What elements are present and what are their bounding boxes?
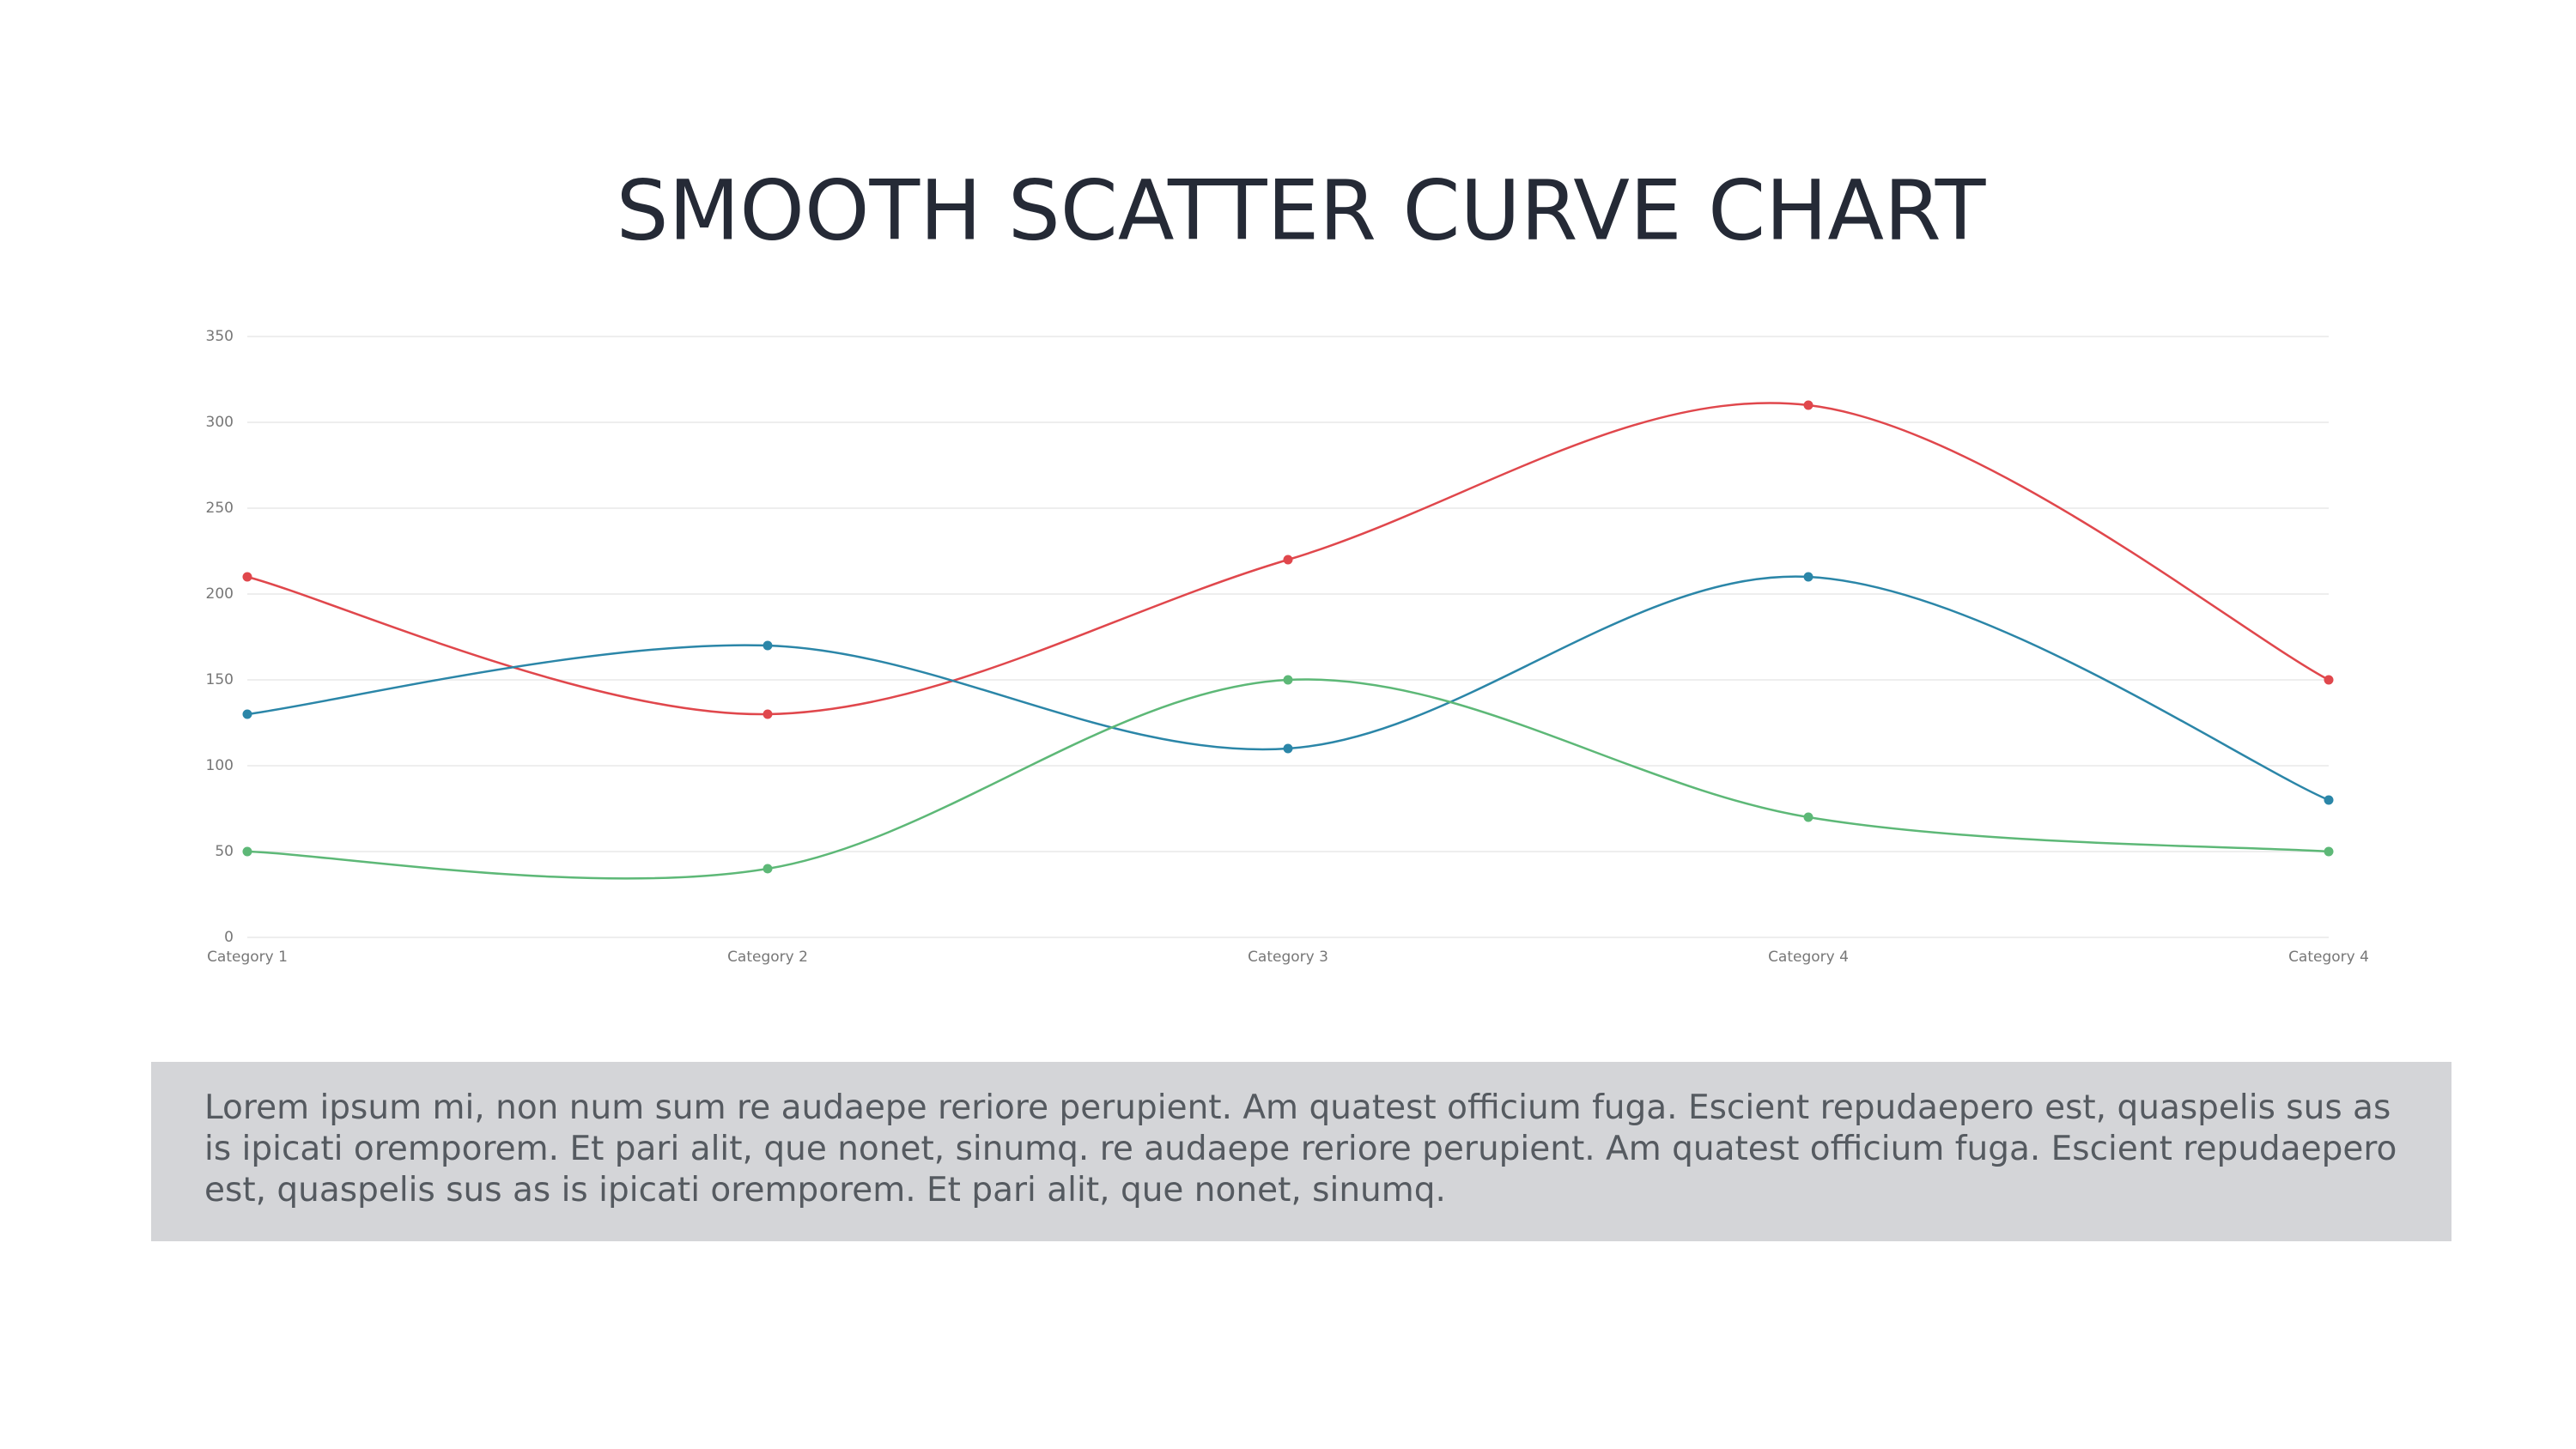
data-point xyxy=(1803,400,1814,410)
data-point xyxy=(242,709,252,719)
x-tick-label: Category 2 xyxy=(727,949,808,966)
data-point xyxy=(1283,555,1293,565)
y-tick-label: 350 xyxy=(206,328,234,345)
data-point xyxy=(1283,743,1293,754)
data-point xyxy=(242,572,252,582)
y-tick-label: 150 xyxy=(206,671,234,688)
text-box: Lorem ipsum mi, non num sum re audaepe r… xyxy=(151,1062,2451,1241)
data-point xyxy=(1803,572,1814,582)
y-tick-label: 250 xyxy=(206,500,234,517)
y-tick-label: 50 xyxy=(215,843,234,860)
y-tick-label: 0 xyxy=(224,929,234,946)
data-point xyxy=(1283,675,1293,685)
data-point xyxy=(2324,675,2334,685)
data-point xyxy=(762,709,773,719)
data-point xyxy=(2324,846,2334,857)
series-line xyxy=(246,575,2330,802)
x-tick-label: Category 4 xyxy=(1768,949,1849,966)
chart: SMOOTH SCATTER CURVE CHART 0 50 100 150 200 2… xyxy=(206,162,2369,966)
data-point xyxy=(2324,795,2334,805)
y-tick-label: 100 xyxy=(206,757,234,774)
data-point xyxy=(242,846,252,857)
body-text: Lorem ipsum mi, non num sum re audaepe r… xyxy=(204,1088,2397,1210)
chart-title: SMOOTH SCATTER CURVE CHART xyxy=(617,162,1986,258)
y-tick-label: 300 xyxy=(206,414,234,431)
x-tick-label: Category 1 xyxy=(207,949,288,966)
series-line xyxy=(246,678,2330,880)
data-point xyxy=(1803,812,1814,822)
y-tick-label: 200 xyxy=(206,585,234,603)
data-point xyxy=(762,864,773,874)
x-tick-label: Category 3 xyxy=(1248,949,1328,966)
x-tick-label: Category 4 xyxy=(2288,949,2369,966)
data-point xyxy=(762,640,773,651)
